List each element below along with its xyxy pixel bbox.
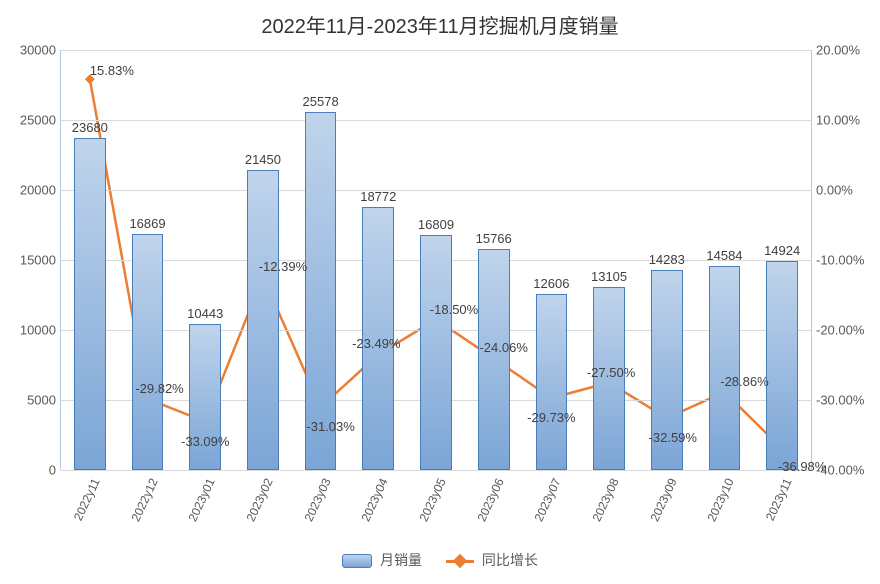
x-tick: 2022y11 xyxy=(71,476,103,523)
gridline xyxy=(61,190,811,191)
x-tick: 2023y02 xyxy=(243,476,275,524)
x-tick: 2023y01 xyxy=(186,476,218,524)
legend-bar-label: 月销量 xyxy=(380,552,422,568)
y1-tick: 25000 xyxy=(20,113,61,128)
bar-data-label: 14283 xyxy=(649,252,685,267)
line-data-label: 15.83% xyxy=(90,63,134,78)
bar xyxy=(305,112,337,470)
y2-tick: 10.00% xyxy=(811,113,860,128)
bar xyxy=(420,235,452,470)
bar xyxy=(766,261,798,470)
y2-tick: -30.00% xyxy=(811,393,864,408)
line-data-label: -24.06% xyxy=(479,340,527,355)
y1-tick: 0 xyxy=(49,463,61,478)
bar xyxy=(536,294,568,470)
line-data-label: -29.82% xyxy=(135,381,183,396)
x-tick: 2023y05 xyxy=(417,476,449,524)
bar-data-label: 12606 xyxy=(533,276,569,291)
bar-data-label: 25578 xyxy=(303,94,339,109)
legend-item-line: 同比增长 xyxy=(446,550,538,570)
bar-data-label: 21450 xyxy=(245,152,281,167)
gridline xyxy=(61,470,811,471)
bar xyxy=(132,234,164,470)
x-tick: 2023y11 xyxy=(763,476,795,523)
x-tick: 2023y10 xyxy=(705,476,737,524)
x-tick: 2023y06 xyxy=(474,476,506,524)
line-data-label: -18.50% xyxy=(430,302,478,317)
y2-tick: -20.00% xyxy=(811,323,864,338)
bar-data-label: 13105 xyxy=(591,269,627,284)
bar xyxy=(709,266,741,470)
bar xyxy=(247,170,279,470)
gridline xyxy=(61,50,811,51)
bar-data-label: 16869 xyxy=(129,216,165,231)
line-data-label: -33.09% xyxy=(181,434,229,449)
bar xyxy=(74,138,106,470)
x-tick: 2023y08 xyxy=(590,476,622,524)
chart-container: 2022年11月-2023年11月挖掘机月度销量 0-40.00%5000-30… xyxy=(0,0,880,584)
line-data-label: -29.73% xyxy=(527,410,575,425)
legend-line-swatch xyxy=(446,560,474,563)
line-data-label: -27.50% xyxy=(587,365,635,380)
y1-tick: 15000 xyxy=(20,253,61,268)
plot-area: 0-40.00%5000-30.00%10000-20.00%15000-10.… xyxy=(60,50,812,470)
y1-tick: 10000 xyxy=(20,323,61,338)
x-tick: 2023y04 xyxy=(359,476,391,524)
bar-data-label: 23680 xyxy=(72,120,108,135)
line-data-label: -23.49% xyxy=(352,336,400,351)
bar-data-label: 15766 xyxy=(476,231,512,246)
y2-tick: 0.00% xyxy=(811,183,853,198)
line-data-label: -36.98% xyxy=(778,459,826,474)
x-tick: 2022y12 xyxy=(128,476,160,524)
bar-data-label: 18772 xyxy=(360,189,396,204)
legend-line-label: 同比增长 xyxy=(482,552,538,568)
y2-tick: -10.00% xyxy=(811,253,864,268)
line-data-label: -12.39% xyxy=(259,259,307,274)
bar-data-label: 10443 xyxy=(187,306,223,321)
y1-tick: 20000 xyxy=(20,183,61,198)
legend: 月销量 同比增长 xyxy=(0,550,880,570)
chart-title: 2022年11月-2023年11月挖掘机月度销量 xyxy=(0,10,880,39)
line-data-label: -31.03% xyxy=(306,419,354,434)
y1-tick: 30000 xyxy=(20,43,61,58)
legend-bar-swatch xyxy=(342,554,372,568)
bar-data-label: 14584 xyxy=(706,248,742,263)
x-tick: 2023y09 xyxy=(647,476,679,524)
line-data-label: -28.86% xyxy=(720,374,768,389)
bar-data-label: 14924 xyxy=(764,243,800,258)
bar-data-label: 16809 xyxy=(418,217,454,232)
gridline xyxy=(61,120,811,121)
legend-item-bars: 月销量 xyxy=(342,550,422,570)
x-tick: 2023y03 xyxy=(301,476,333,524)
line-data-label: -32.59% xyxy=(649,430,697,445)
y2-tick: 20.00% xyxy=(811,43,860,58)
y1-tick: 5000 xyxy=(27,393,61,408)
x-tick: 2023y07 xyxy=(532,476,564,524)
bar xyxy=(478,249,510,470)
